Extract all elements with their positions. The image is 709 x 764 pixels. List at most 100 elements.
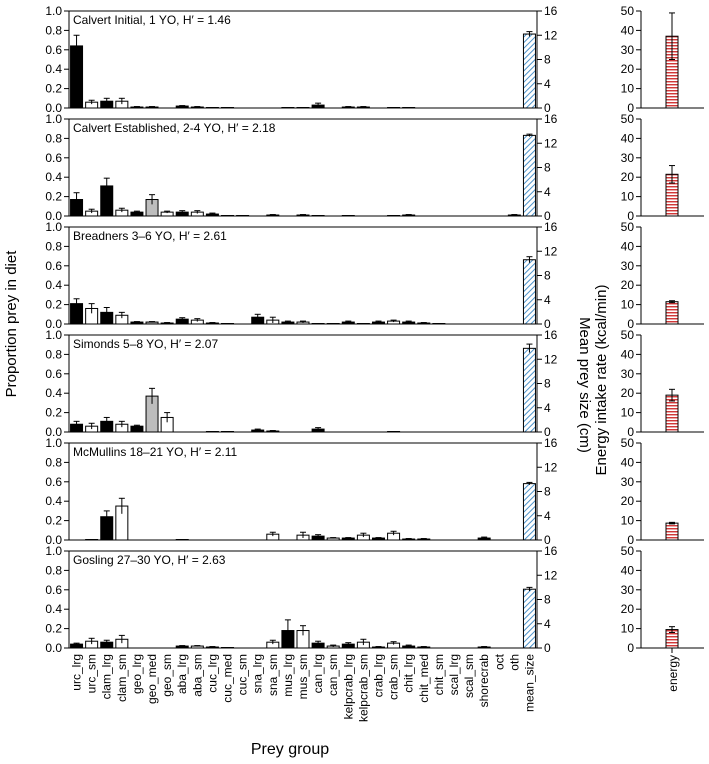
left-tick-label: 0.2: [45, 622, 62, 636]
left-tick-label: 0.4: [45, 278, 62, 292]
right-tick-label: 0: [544, 425, 551, 439]
panel-2: 0.0 0.2 0.4 0.6 0.8 1.0 0 4 8 12 16 Breadners 3–6 Y…: [45, 220, 704, 331]
panel-title: Calvert Initial, 1 YO, H′ = 1.46: [73, 13, 231, 27]
left-tick-label: 0.4: [45, 386, 62, 400]
x-tick-labels: urc_lrg urc_sm clam_lrg clam_sm geo_lrg geo_m…: [70, 648, 673, 722]
energy-tick-label: 30: [621, 475, 635, 489]
right-tick-label: 0: [544, 533, 551, 547]
right-tick-label: 8: [544, 161, 551, 175]
x-tick-label: mus_lrg: [281, 654, 295, 697]
energy-tick-label: 0: [627, 533, 634, 547]
panel-title: Gosling 27–30 YO, H′ = 2.63: [73, 553, 226, 567]
right-tick-label: 4: [544, 293, 551, 307]
left-tick-label: 1.0: [45, 544, 62, 558]
left-tick-label: 0.8: [45, 455, 62, 469]
mean-size-bar: [522, 134, 536, 217]
x-tick-label: urc_lrg: [70, 654, 84, 691]
mean-size-bar: [522, 588, 536, 649]
left-tick-label: 0.0: [45, 533, 62, 547]
mean-size-bar: [522, 347, 536, 433]
left-tick-label: 0.0: [45, 209, 62, 223]
left-tick-label: 0.6: [45, 583, 62, 597]
right-tick-label: 12: [544, 244, 558, 258]
right-tick-label: 16: [544, 220, 558, 234]
energy-tick-label: 10: [621, 406, 635, 420]
panels: 0.0 0.2 0.4 0.6 0.8 1.0 0 4 8 12 16 Calvert Initial…: [45, 4, 704, 722]
right-tick-label: 0: [544, 317, 551, 331]
left-tick-label: 0.6: [45, 475, 62, 489]
x-tick-label: kelpcrab_lrg: [341, 654, 355, 719]
left-tick-label: 0.2: [45, 514, 62, 528]
left-tick-label: 1.0: [45, 328, 62, 342]
left-tick-label: 0.6: [45, 43, 62, 57]
right-tick-label: 8: [544, 485, 551, 499]
energy-tick-label: 50: [621, 4, 635, 18]
right-tick-label: 12: [544, 352, 558, 366]
left-tick-label: 0.8: [45, 131, 62, 145]
x-tick-label: chit_lrg: [402, 654, 416, 693]
x-tick-label: sna_lrg: [251, 654, 265, 693]
energy-tick-label: 30: [621, 259, 635, 273]
left-tick-label: 0.2: [45, 298, 62, 312]
x-tick-label: cuc_sm: [236, 654, 250, 695]
left-tick-label: 1.0: [45, 4, 62, 18]
x-tick-label: mean_size: [522, 654, 536, 712]
panel-4: 0.0 0.2 0.4 0.6 0.8 1.0 0 4 8 12 16 McMullins 18–21…: [45, 436, 704, 547]
left-tick-label: 0.0: [45, 641, 62, 655]
left-tick-label: 0.0: [45, 425, 62, 439]
x-tick-label: geo_lrg: [130, 654, 144, 694]
right-tick-label: 8: [544, 377, 551, 391]
energy-tick-label: 20: [621, 602, 635, 616]
energy-bar: [665, 301, 679, 325]
left-tick-label: 0.6: [45, 259, 62, 273]
right-tick-label: 12: [544, 460, 558, 474]
energy-tick-label: 0: [627, 641, 634, 655]
right-tick-label: 4: [544, 617, 551, 631]
x-tick-label: geo_med: [145, 654, 159, 704]
right-tick-label: 0: [544, 209, 551, 223]
panel-0: 0.0 0.2 0.4 0.6 0.8 1.0 0 4 8 12 16 Calvert Initial…: [45, 4, 704, 115]
mean-size-bar: [522, 483, 536, 541]
x-tick-label: chit_med: [417, 654, 431, 703]
energy-tick-label: 20: [621, 62, 635, 76]
panel-1: 0.0 0.2 0.4 0.6 0.8 1.0 0 4 8 12 16 Calvert Establi…: [45, 112, 704, 223]
x-tick-label: urc_sm: [85, 654, 99, 693]
x-tick-label: oth: [507, 654, 521, 671]
left-tick-label: 0.8: [45, 23, 62, 37]
x-tick-label: geo_sm: [160, 654, 174, 697]
left-tick-label: 0.6: [45, 367, 62, 381]
energy-tick-label: 10: [621, 82, 635, 96]
energy-tick-label: 0: [627, 425, 634, 439]
x-tick-label: sna_sm: [266, 654, 280, 696]
x-tick-label: cuc_lrg: [205, 654, 219, 693]
energy-tick-label: 20: [621, 386, 635, 400]
energy-tick-label: 30: [621, 151, 635, 165]
energy-tick-label: 20: [621, 494, 635, 508]
x-tick-label: scal_lrg: [447, 654, 461, 695]
energy-tick-label: 0: [627, 317, 634, 331]
energy-tick-label: 20: [621, 170, 635, 184]
right-tick-label: 16: [544, 328, 558, 342]
x-tick-label: can_lrg: [311, 654, 325, 693]
right-tick-label: 4: [544, 401, 551, 415]
x-tick-label: aba_lrg: [175, 654, 189, 694]
energy-tick-label: 10: [621, 298, 635, 312]
y-axis-label-left: Proportion prey in diet: [3, 250, 20, 398]
left-tick-label: 0.2: [45, 82, 62, 96]
x-tick-label: aba_sm: [190, 654, 204, 697]
right-tick-label: 0: [544, 641, 551, 655]
left-tick-label: 0.8: [45, 239, 62, 253]
energy-tick-label: 20: [621, 278, 635, 292]
right-tick-label: 8: [544, 53, 551, 67]
energy-tick-label: 40: [621, 455, 635, 469]
y-axis-label-mid: Mean prey size (cm): [576, 317, 593, 453]
left-tick-label: 1.0: [45, 436, 62, 450]
energy-tick-label: 40: [621, 347, 635, 361]
left-tick-label: 0.8: [45, 563, 62, 577]
energy-tick-label: 50: [621, 328, 635, 342]
x-axis-label: Prey group: [251, 741, 329, 758]
x-tick-label: chit_sm: [432, 654, 446, 695]
energy-tick-label: 30: [621, 367, 635, 381]
right-tick-label: 0: [544, 101, 551, 115]
panel-title: Calvert Established, 2-4 YO, H′ = 2.18: [73, 121, 276, 135]
